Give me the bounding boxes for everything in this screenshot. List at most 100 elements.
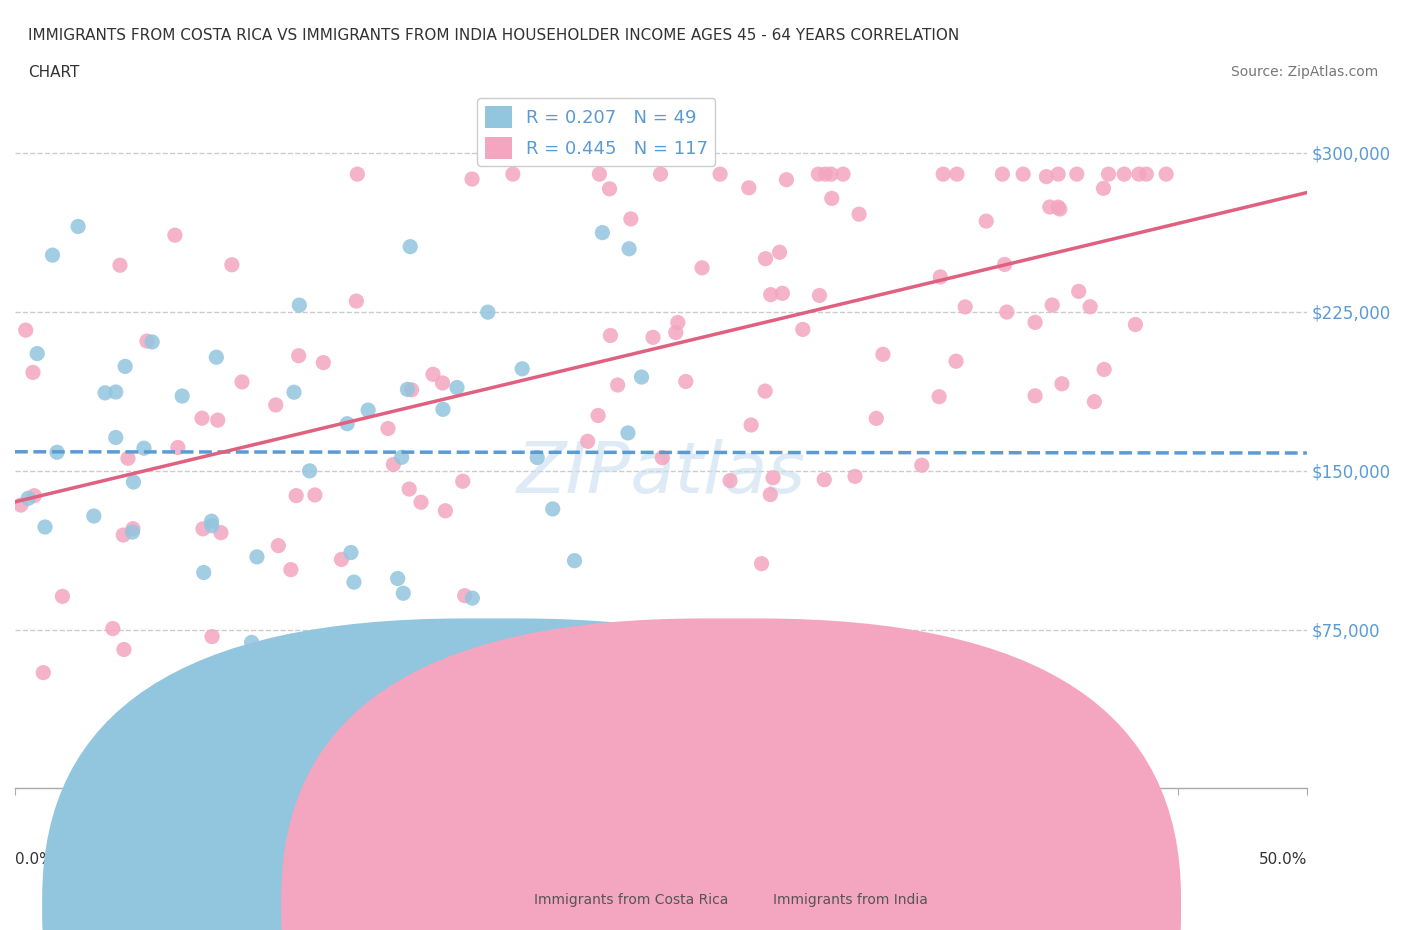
Point [323, 658, 346, 672]
Point [709, 166, 731, 181]
Point [775, 172, 797, 187]
Point [865, 411, 887, 426]
Point [1083, 394, 1105, 409]
Point [167, 440, 190, 455]
Point [762, 471, 785, 485]
Point [650, 166, 672, 181]
Point [995, 305, 1018, 320]
Point [21, 365, 44, 379]
Point [377, 421, 399, 436]
Point [1047, 200, 1070, 215]
Point [304, 487, 326, 502]
Point [132, 441, 155, 456]
Point [101, 621, 124, 636]
Point [541, 501, 564, 516]
Point [340, 545, 363, 560]
Point [1114, 166, 1136, 181]
Point [193, 565, 215, 580]
Point [280, 563, 302, 578]
Point [1135, 166, 1157, 181]
Point [718, 473, 741, 488]
Point [821, 191, 844, 206]
Point [432, 376, 454, 391]
Point [872, 347, 894, 362]
Point [104, 430, 127, 445]
Point [651, 450, 673, 465]
Point [200, 513, 222, 528]
Point [848, 206, 870, 221]
Point [1024, 389, 1046, 404]
Point [1066, 166, 1088, 181]
Point [932, 166, 955, 181]
Point [770, 286, 793, 300]
Point [10, 498, 32, 512]
Point [434, 503, 457, 518]
Point [409, 495, 432, 510]
Point [1047, 166, 1070, 181]
Point [141, 335, 163, 350]
Point [172, 389, 194, 404]
Point [808, 288, 831, 303]
Point [108, 258, 131, 272]
Point [83, 509, 105, 524]
Point [240, 635, 263, 650]
Point [432, 402, 454, 417]
Point [112, 642, 135, 657]
Point [974, 214, 997, 229]
Point [14, 323, 37, 338]
Point [287, 349, 309, 364]
Point [399, 239, 422, 254]
Text: 0.0%: 0.0% [15, 852, 53, 867]
Point [588, 166, 610, 181]
Legend: R = 0.207   N = 49, R = 0.445   N = 117: R = 0.207 N = 49, R = 0.445 N = 117 [478, 99, 716, 166]
Point [1128, 166, 1150, 181]
Point [599, 328, 621, 343]
Point [759, 487, 782, 502]
Point [191, 411, 214, 426]
Point [792, 322, 814, 337]
Point [526, 450, 548, 465]
Point [1040, 298, 1063, 312]
Point [201, 630, 224, 644]
Point [461, 172, 484, 187]
Point [17, 491, 39, 506]
Point [606, 378, 628, 392]
Point [945, 353, 967, 368]
Point [267, 538, 290, 553]
Point [25, 346, 48, 361]
Point [502, 166, 524, 181]
Point [246, 550, 269, 565]
Point [396, 382, 419, 397]
Point [382, 457, 405, 472]
Text: Source: ZipAtlas.com: Source: ZipAtlas.com [1230, 65, 1378, 79]
Point [768, 245, 790, 259]
Point [1049, 202, 1071, 217]
Point [641, 330, 664, 345]
Text: Immigrants from India: Immigrants from India [773, 893, 928, 907]
Point [330, 552, 353, 567]
Point [620, 211, 643, 226]
Point [41, 247, 63, 262]
Point [205, 350, 228, 365]
Point [191, 717, 214, 732]
Point [34, 520, 56, 535]
Point [754, 384, 776, 399]
Text: 50.0%: 50.0% [1258, 852, 1308, 867]
Point [209, 525, 232, 540]
Point [991, 166, 1014, 181]
Point [67, 219, 90, 233]
Point [477, 305, 499, 320]
Point [1092, 362, 1115, 377]
Text: ZIPatlas: ZIPatlas [516, 439, 806, 509]
Point [617, 426, 640, 441]
Point [343, 575, 366, 590]
Point [1125, 317, 1147, 332]
Point [1078, 299, 1101, 314]
Point [807, 166, 830, 181]
Text: Immigrants from Costa Rica: Immigrants from Costa Rica [534, 893, 728, 907]
Point [564, 553, 586, 568]
Point [191, 522, 214, 537]
Point [740, 418, 762, 432]
Point [22, 488, 45, 503]
Point [392, 586, 415, 601]
